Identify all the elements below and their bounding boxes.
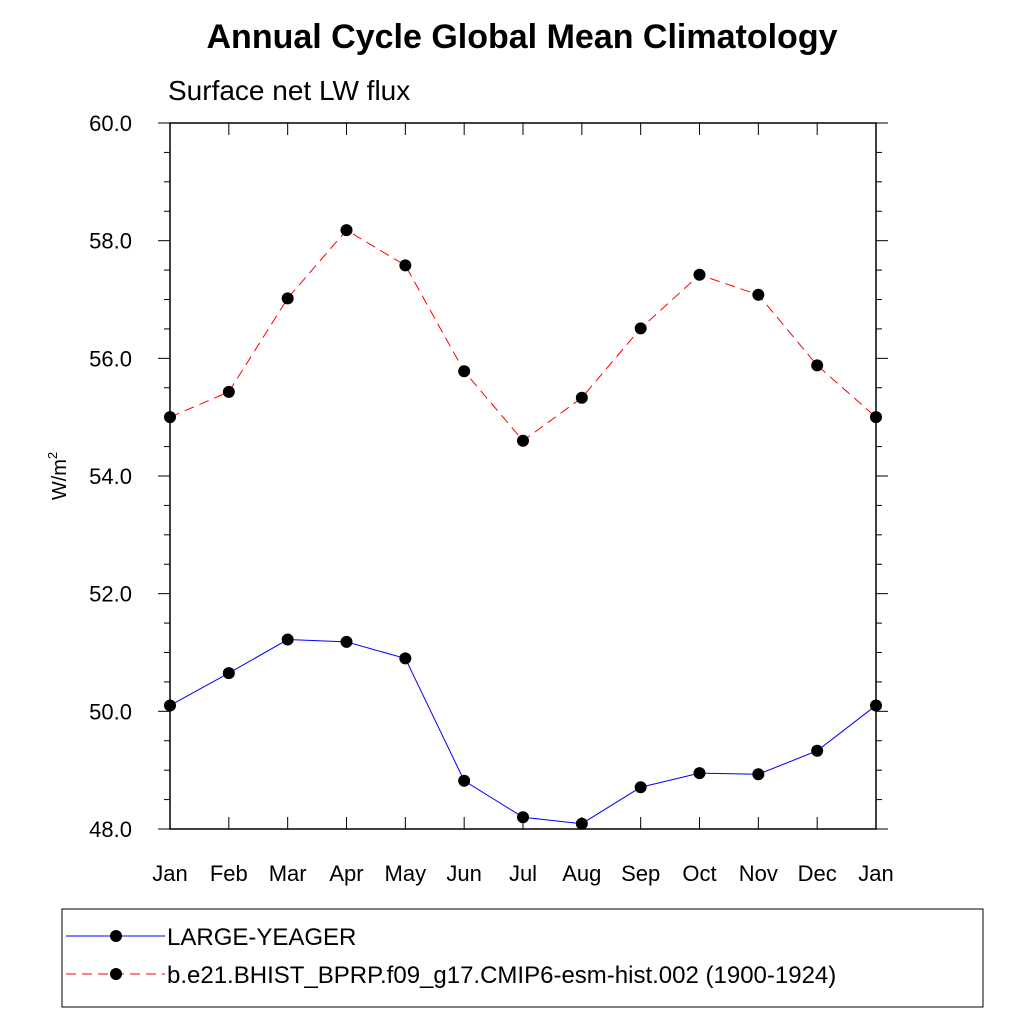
data-point bbox=[281, 633, 294, 646]
x-tick-label: May bbox=[385, 861, 427, 886]
y-axis-label-unit: W/m bbox=[49, 459, 71, 500]
chart-subtitle: Surface net LW flux bbox=[168, 75, 410, 106]
x-tick-label: Jan bbox=[858, 861, 893, 886]
x-tick-label: Oct bbox=[682, 861, 716, 886]
data-point bbox=[517, 434, 529, 447]
y-tick-label: 54.0 bbox=[89, 464, 132, 489]
y-axis-label: W/m2 bbox=[45, 452, 71, 500]
series-line bbox=[169, 229, 877, 442]
x-tick-label: Jun bbox=[446, 861, 481, 886]
y-axis-tick-labels: 48.0 50.0 52.0 54.0 56.0 58.0 60.0 bbox=[89, 111, 132, 842]
legend: LARGE-YEAGER b.e21.BHIST_BPRP.f09_g17.CMI… bbox=[61, 908, 984, 1008]
y-tick-label: 48.0 bbox=[89, 817, 132, 842]
legend-label: b.e21.BHIST_BPRP.f09_g17.CMIP6-esm-hist.… bbox=[167, 962, 836, 989]
series-layer bbox=[164, 224, 882, 830]
x-tick-label: Jul bbox=[509, 861, 537, 886]
x-axis-tick-labels: Jan Feb Mar Apr May Jun Jul Aug Sep Oct Nov Dec Jan bbox=[152, 861, 893, 886]
series-1 bbox=[164, 224, 882, 447]
axis-ticks bbox=[158, 122, 888, 830]
data-point bbox=[811, 744, 824, 757]
y-tick-label: 58.0 bbox=[89, 229, 132, 254]
data-point bbox=[870, 699, 882, 712]
y-tick-label: 50.0 bbox=[89, 699, 132, 724]
y-axis-label-superscript: 2 bbox=[45, 452, 60, 459]
data-point bbox=[517, 811, 529, 824]
x-tick-label: Mar bbox=[269, 861, 307, 886]
data-point bbox=[458, 774, 471, 787]
data-point bbox=[575, 391, 588, 404]
data-point bbox=[634, 322, 647, 335]
x-tick-label: Jan bbox=[152, 861, 187, 886]
legend-entries: LARGE-YEAGER b.e21.BHIST_BPRP.f09_g17.CMI… bbox=[66, 924, 836, 989]
y-tick-label: 52.0 bbox=[89, 582, 132, 607]
data-point bbox=[458, 365, 471, 378]
legend-entry: b.e21.BHIST_BPRP.f09_g17.CMIP6-esm-hist.… bbox=[66, 962, 836, 989]
data-point bbox=[811, 359, 824, 372]
x-tick-label: Dec bbox=[798, 861, 837, 886]
data-point bbox=[693, 268, 706, 281]
chart-title: Annual Cycle Global Mean Climatology bbox=[207, 18, 838, 56]
data-point bbox=[693, 767, 706, 780]
data-point bbox=[164, 411, 176, 424]
data-point bbox=[281, 292, 294, 305]
y-tick-label: 56.0 bbox=[89, 346, 132, 371]
legend-entry: LARGE-YEAGER bbox=[66, 924, 356, 951]
series-0 bbox=[164, 633, 882, 830]
data-point bbox=[164, 699, 176, 712]
legend-marker bbox=[110, 930, 122, 942]
data-point bbox=[752, 768, 765, 781]
x-tick-label: Nov bbox=[739, 861, 778, 886]
data-point bbox=[870, 411, 882, 424]
y-tick-label: 60.0 bbox=[89, 111, 132, 136]
data-point bbox=[399, 259, 412, 272]
x-tick-label: Aug bbox=[562, 861, 601, 886]
x-tick-label: Apr bbox=[329, 861, 363, 886]
data-point bbox=[575, 817, 588, 830]
data-point bbox=[634, 781, 647, 794]
series-line bbox=[169, 639, 877, 825]
data-point bbox=[340, 635, 353, 648]
legend-label: LARGE-YEAGER bbox=[167, 924, 356, 951]
legend-box bbox=[61, 908, 984, 1008]
data-point bbox=[222, 385, 235, 398]
x-tick-label: Sep bbox=[621, 861, 660, 886]
plot-frame bbox=[169, 122, 877, 830]
data-point bbox=[340, 224, 353, 237]
x-tick-label: Feb bbox=[210, 861, 248, 886]
data-point bbox=[222, 667, 235, 680]
legend-marker bbox=[110, 968, 122, 980]
data-point bbox=[752, 288, 765, 301]
data-point bbox=[399, 652, 412, 665]
